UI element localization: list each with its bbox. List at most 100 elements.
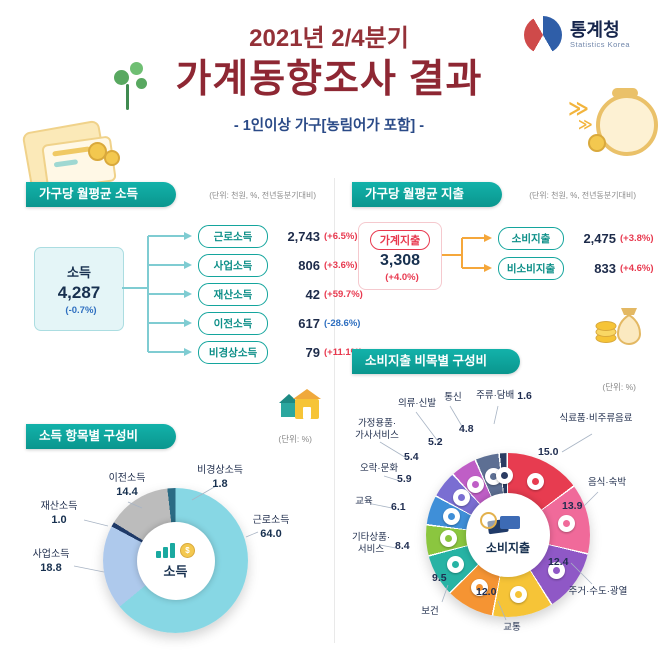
slice-value: 4.8 bbox=[459, 423, 474, 435]
statistics-korea-logo: 통계청 Statistics Korea bbox=[524, 16, 630, 54]
magnifier-icon bbox=[480, 512, 497, 529]
slice-label-clothing: 의류·신발 bbox=[397, 398, 437, 409]
income-item-change: (+6.5%) bbox=[324, 230, 358, 242]
housing-icon bbox=[547, 561, 565, 579]
expenditure-section-title: 가구당 월평균 지출 bbox=[352, 182, 502, 207]
income-item-value: 42 bbox=[305, 286, 320, 302]
slice-value: 9.5 bbox=[432, 572, 447, 584]
income-item-row: 비경상소득 79 (+11.1%) bbox=[198, 340, 362, 364]
slice-label-transport: 교통 bbox=[503, 622, 521, 633]
expenditure-total-value: 3,308 bbox=[379, 251, 421, 269]
logo-name-en: Statistics Korea bbox=[570, 39, 631, 49]
income-donut-center: $ 소득 bbox=[136, 521, 215, 600]
pie-callout-property-income: 재산소득 1.0 bbox=[40, 501, 78, 526]
expenditure-donut-center-label: 소비지출 bbox=[485, 541, 531, 555]
expenditure-total-label: 가계지출 bbox=[369, 229, 431, 250]
header-note: - 1인이상 가구[농림어가 포함] - bbox=[233, 118, 425, 134]
income-donut-center-label: 소득 bbox=[163, 563, 188, 579]
misc-goods-icon bbox=[447, 555, 465, 573]
income-total-change: (-0.7%) bbox=[65, 305, 97, 316]
income-item-label: 비경상소득 bbox=[198, 340, 268, 364]
income-section-title: 가구당 월평균 소득 bbox=[26, 182, 176, 207]
slice-label-misc: 기타상품·서비스 bbox=[351, 532, 391, 555]
expenditure-item-row: 비소비지출 833 (+4.6%) bbox=[498, 256, 654, 280]
coin-purse-icon bbox=[596, 94, 658, 156]
house-icon bbox=[279, 389, 321, 419]
card-illustration bbox=[21, 119, 109, 191]
expenditure-item-label: 비소비지출 bbox=[498, 256, 564, 280]
header-quarter: 2021년 2/4분기 bbox=[249, 25, 409, 52]
income-item-value: 806 bbox=[298, 257, 320, 273]
slice-label-household: 가정용품·가사서비스 bbox=[355, 418, 399, 441]
income-item-row: 이전소득 617 (-28.6%) bbox=[198, 311, 361, 335]
chart-icon bbox=[156, 542, 175, 558]
coin-icon: $ bbox=[180, 542, 195, 558]
expenditure-tree-connector bbox=[442, 234, 492, 272]
slice-label-telecom: 통신 bbox=[444, 392, 462, 403]
income-composition-donut: $ 소득 bbox=[103, 488, 248, 633]
income-item-change: (-28.6%) bbox=[324, 317, 361, 329]
slice-label-health: 보건 bbox=[421, 606, 439, 617]
income-item-value: 617 bbox=[298, 315, 320, 331]
slice-value: 5.2 bbox=[428, 436, 443, 448]
chevron-decor-icon: ≫ bbox=[568, 98, 589, 120]
expenditure-total-change: (+4.0%) bbox=[385, 271, 419, 283]
household-icon bbox=[452, 489, 470, 507]
income-item-label: 근로소득 bbox=[198, 224, 268, 248]
page-title: 가계동향조사 결과 bbox=[175, 58, 483, 101]
education-icon bbox=[439, 529, 457, 547]
credit-card-icon bbox=[500, 516, 520, 529]
income-item-row: 근로소득 2,743 (+6.5%) bbox=[198, 224, 358, 248]
expenditure-item-row: 소비지출 2,475 (+3.8%) bbox=[498, 226, 654, 250]
income-tree-connector bbox=[122, 232, 192, 356]
culture-icon bbox=[442, 507, 460, 525]
expenditure-item-value: 833 bbox=[594, 260, 616, 276]
income-item-row: 사업소득 806 (+3.6%) bbox=[198, 253, 358, 277]
income-unit-note: (단위: 천원, %, 전년동분기대비) bbox=[209, 191, 316, 200]
expenditure-composition-title: 소비지출 비목별 구성비 bbox=[352, 349, 520, 374]
slice-value: 8.4 bbox=[395, 540, 410, 552]
slice-value: 12.4 bbox=[548, 556, 569, 568]
expenditure-unit-note: (단위: 천원, %, 전년동분기대비) bbox=[529, 191, 636, 200]
expenditure-item-change: (+3.8%) bbox=[620, 232, 654, 244]
coin-icon bbox=[104, 150, 120, 166]
income-total-box: 소득 4,287 (-0.7%) bbox=[34, 247, 124, 331]
chevron-decor-icon: ≫ bbox=[578, 116, 593, 132]
dining-icon bbox=[558, 514, 576, 532]
expenditure-item-value: 2,475 bbox=[583, 230, 616, 246]
column-divider bbox=[334, 178, 335, 643]
slice-value: 6.1 bbox=[391, 501, 406, 513]
income-item-label: 사업소득 bbox=[198, 253, 268, 277]
income-total-label: 소득 bbox=[67, 265, 91, 280]
slice-label-education: 교육 bbox=[355, 496, 373, 507]
slice-value: 12.0 bbox=[476, 586, 497, 598]
pie-callout-earned-income: 근로소득 64.0 bbox=[252, 515, 290, 540]
income-composition-unit: (단위: %) bbox=[278, 434, 312, 444]
slice-label-alcohol: 주류·담배 1.6 bbox=[476, 390, 532, 402]
alcohol-tobacco-icon bbox=[496, 466, 514, 484]
income-item-label: 이전소득 bbox=[198, 311, 268, 335]
expenditure-composition-donut: 소비지출 bbox=[426, 453, 590, 617]
income-item-change: (+59.7%) bbox=[324, 288, 363, 300]
income-item-value: 2,743 bbox=[287, 228, 320, 244]
food-icon bbox=[526, 473, 544, 490]
slice-label-dining: 음식·숙박 bbox=[587, 477, 627, 488]
income-item-label: 재산소득 bbox=[198, 282, 268, 306]
coin-icon bbox=[588, 134, 606, 152]
pie-callout-business-income: 사업소득 18.8 bbox=[32, 549, 70, 574]
income-item-change: (+3.6%) bbox=[324, 259, 358, 271]
expenditure-item-change: (+4.6%) bbox=[620, 262, 654, 274]
taegeuk-logo-icon bbox=[524, 16, 562, 54]
clothing-icon bbox=[467, 475, 485, 493]
expenditure-donut-center: 소비지출 bbox=[466, 493, 550, 577]
pie-callout-transfer-income: 이전소득 14.4 bbox=[108, 473, 146, 498]
income-composition-title: 소득 항목별 구성비 bbox=[26, 424, 176, 449]
purse-clasp bbox=[612, 88, 638, 98]
slice-value: 13.9 bbox=[562, 500, 583, 512]
slice-label-culture: 오락·문화 bbox=[359, 463, 399, 474]
money-bag-icon bbox=[595, 308, 642, 345]
logo-name: 통계청 bbox=[570, 20, 620, 41]
pie-callout-irregular-income: 비경상소득 1.8 bbox=[197, 465, 243, 490]
income-item-row: 재산소득 42 (+59.7%) bbox=[198, 282, 363, 306]
